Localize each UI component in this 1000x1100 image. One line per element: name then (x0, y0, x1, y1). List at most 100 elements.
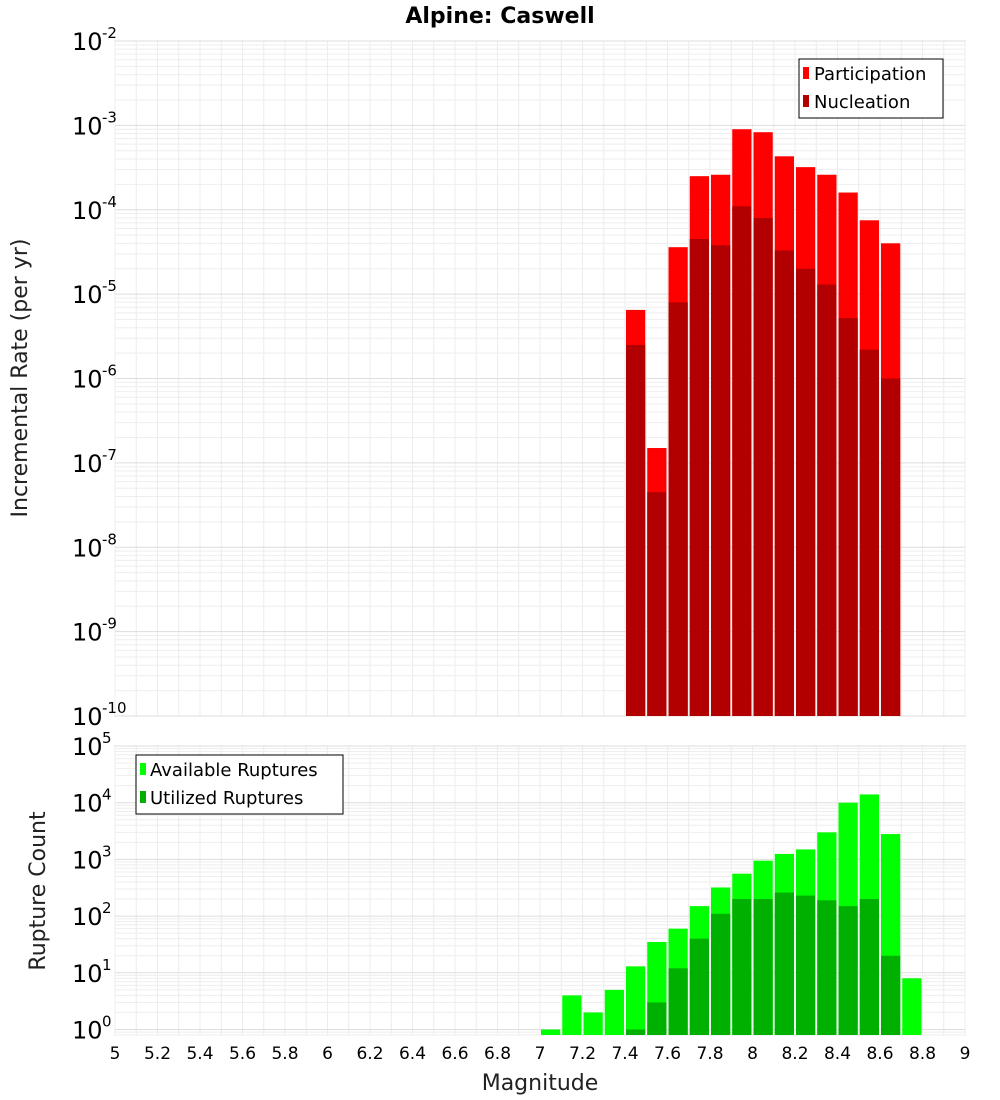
bottom-bar-utilized-ruptures (838, 906, 858, 1035)
bottom-bar-utilized-ruptures (796, 895, 816, 1035)
y-tick-exponent: 4 (102, 786, 112, 804)
bottom-bar-available-ruptures (604, 989, 624, 1035)
bottom-bar-utilized-ruptures (711, 913, 731, 1035)
y-tick-label: 10 (72, 1017, 103, 1045)
x-tick-label: 8.8 (909, 1044, 936, 1064)
y-tick-exponent: -3 (102, 108, 117, 126)
bottom-y-axis-label: Rupture Count (26, 811, 51, 971)
bottom-bar-utilized-ruptures (647, 1002, 667, 1035)
bottom-legend-box (135, 754, 344, 815)
x-tick-label: 5.8 (271, 1044, 298, 1064)
top-bar-nucleation (796, 268, 816, 716)
x-tick-label: 6.6 (441, 1044, 468, 1064)
y-tick-label: 10 (72, 960, 103, 988)
top-bar-nucleation (732, 206, 752, 716)
y-tick-label: 10 (72, 790, 103, 818)
bottom-bar-utilized-ruptures (668, 968, 688, 1035)
top-gridlines (114, 40, 966, 717)
top-legend-box (798, 58, 944, 119)
x-tick-label: 6 (322, 1044, 333, 1064)
legend-label-nucleation: Nucleation (814, 92, 910, 113)
x-tick-label: 9 (960, 1044, 971, 1064)
x-tick-label: 7.2 (569, 1044, 596, 1064)
top-y-axis-label: Incremental Rate (per yr) (8, 239, 33, 518)
x-axis-label: Magnitude (482, 1071, 599, 1096)
x-tick-label: 7.6 (654, 1044, 681, 1064)
y-tick-exponent: -2 (102, 24, 117, 42)
top-legend: Participation Nucleation (798, 58, 944, 119)
top-bar-nucleation (689, 239, 709, 716)
y-tick-label: 10 (72, 903, 103, 931)
y-tick-exponent: 1 (102, 956, 112, 974)
bottom-bar-available-ruptures (583, 1012, 603, 1035)
top-bar-nucleation (881, 378, 901, 716)
top-bars (626, 129, 901, 717)
x-tick-labels: 5 5.2 5.4 5.6 5.8 6 6.2 6.4 6.6 6.8 7 7.2 7.4 7.6 7.8 8… (110, 1044, 971, 1064)
y-tick-label: 10 (72, 733, 103, 761)
bottom-bars (541, 794, 922, 1035)
x-tick-label: 7.4 (611, 1044, 638, 1064)
y-tick-exponent: 3 (102, 842, 112, 860)
x-tick-label: 6.4 (399, 1044, 426, 1064)
y-tick-exponent: -6 (102, 362, 117, 380)
x-tick-label: 7 (535, 1044, 546, 1064)
y-tick-label: 10 (72, 619, 103, 647)
y-tick-label: 10 (72, 197, 103, 225)
legend-label-utilized: Utilized Ruptures (150, 788, 303, 809)
x-tick-label: 8.4 (824, 1044, 851, 1064)
bottom-bar-utilized-ruptures (753, 899, 773, 1035)
top-bar-nucleation (859, 349, 879, 716)
y-tick-label: 10 (72, 28, 103, 56)
y-tick-label: 10 (72, 366, 103, 394)
top-bar-nucleation (753, 217, 773, 716)
bottom-bar-utilized-ruptures (817, 900, 837, 1035)
y-tick-label: 10 (72, 450, 103, 478)
top-bar-nucleation (647, 492, 667, 716)
y-tick-label: 10 (72, 281, 103, 309)
chart-title: Alpine: Caswell (405, 4, 594, 29)
bottom-legend: Available Ruptures Utilized Ruptures (135, 754, 344, 815)
y-tick-exponent: -5 (102, 277, 117, 295)
legend-label-participation: Participation (814, 64, 926, 85)
x-tick-label: 8.6 (866, 1044, 893, 1064)
bottom-bar-utilized-ruptures (626, 1029, 646, 1035)
top-bar-nucleation (626, 344, 646, 716)
y-tick-exponent: 5 (102, 729, 112, 747)
y-tick-label: 10 (72, 703, 103, 731)
x-tick-label: 8.2 (781, 1044, 808, 1064)
x-tick-label: 5.6 (229, 1044, 256, 1064)
top-bar-nucleation (838, 318, 858, 716)
legend-label-available: Available Ruptures (150, 760, 318, 781)
y-tick-exponent: -8 (102, 530, 117, 548)
bottom-bar-utilized-ruptures (689, 938, 709, 1035)
bottom-bar-available-ruptures (902, 978, 922, 1035)
top-bar-nucleation (711, 245, 731, 717)
y-tick-exponent: 0 (102, 1013, 112, 1031)
bottom-bar-available-ruptures (541, 1029, 561, 1035)
bottom-bar-utilized-ruptures (774, 892, 794, 1035)
legend-swatch-available (140, 763, 146, 775)
x-tick-label: 6.8 (484, 1044, 511, 1064)
legend-swatch-utilized (140, 791, 146, 803)
y-tick-exponent: -7 (102, 446, 117, 464)
bottom-bar-utilized-ruptures (732, 899, 752, 1035)
bottom-bar-utilized-ruptures (881, 955, 901, 1035)
y-tick-exponent: -9 (102, 615, 117, 633)
x-tick-label: 6.2 (356, 1044, 383, 1064)
x-tick-label: 5 (110, 1044, 121, 1064)
bottom-bar-available-ruptures (562, 995, 582, 1035)
x-tick-label: 8 (747, 1044, 758, 1064)
bottom-bar-utilized-ruptures (859, 899, 879, 1035)
top-bar-nucleation (817, 284, 837, 716)
top-bar-nucleation (774, 250, 794, 717)
legend-swatch-participation (803, 67, 809, 79)
x-tick-label: 7.8 (696, 1044, 723, 1064)
legend-swatch-nucleation (803, 95, 809, 107)
y-tick-exponent: -10 (102, 699, 127, 717)
y-tick-exponent: 2 (102, 899, 112, 917)
